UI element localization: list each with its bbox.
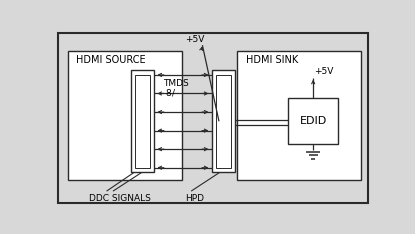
Text: +5V: +5V xyxy=(314,67,333,76)
Text: HDMI SOURCE: HDMI SOURCE xyxy=(76,55,146,65)
Text: /: / xyxy=(172,89,175,98)
Text: 8: 8 xyxy=(165,89,171,98)
Text: HDMI SINK: HDMI SINK xyxy=(247,55,299,65)
Text: TMDS: TMDS xyxy=(163,79,189,88)
Text: DDC SIGNALS: DDC SIGNALS xyxy=(89,194,151,203)
Bar xyxy=(68,51,182,180)
Text: EDID: EDID xyxy=(300,116,327,126)
Bar xyxy=(131,70,154,172)
Bar xyxy=(288,98,338,144)
Text: HPD: HPD xyxy=(186,194,204,203)
Text: +5V: +5V xyxy=(185,35,204,44)
Bar xyxy=(216,75,231,168)
Bar xyxy=(135,75,150,168)
Bar xyxy=(237,51,361,180)
Bar xyxy=(212,70,235,172)
